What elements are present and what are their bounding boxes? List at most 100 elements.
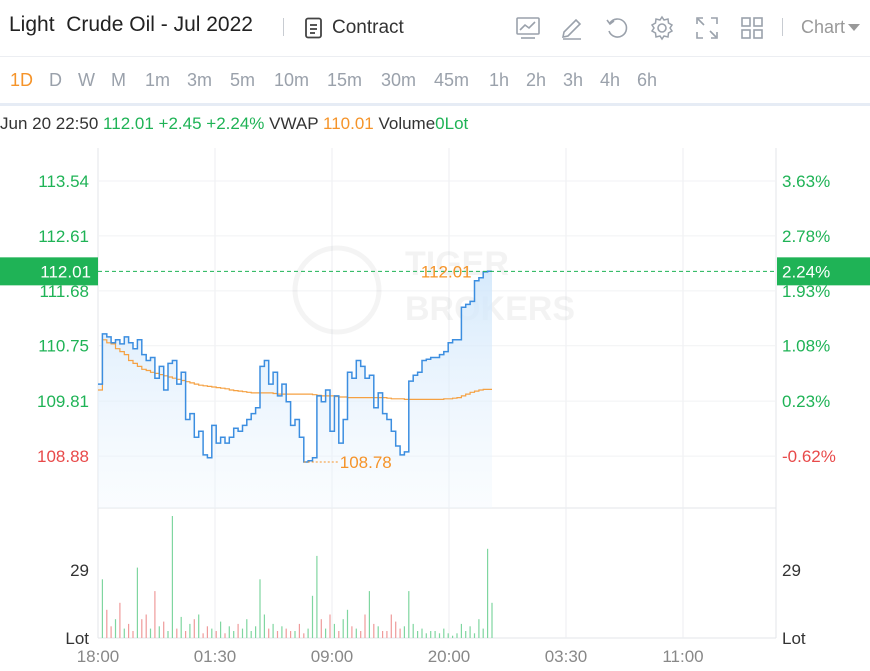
period-tab-3h[interactable]: 3h (563, 70, 584, 90)
volume-bar (206, 626, 208, 638)
volume-bar (395, 621, 397, 638)
volume-bar (377, 626, 379, 638)
current-pct-tag-label: 2.24% (782, 262, 830, 281)
volume-bar (180, 616, 182, 638)
volume-bar (132, 631, 134, 638)
quote-change: +2.45 (158, 114, 202, 133)
low-price-label: 108.78 (340, 453, 392, 472)
layout-grid-icon (741, 17, 763, 39)
volume-bar (491, 602, 493, 638)
volume-bar (123, 628, 125, 638)
quote-info-bar: Jun 20 22:50 112.01 +2.45 +2.24% VWAP 11… (0, 114, 468, 134)
volume-bar (189, 623, 191, 638)
y-pct-tick-label: 1.93% (782, 282, 830, 301)
volume-bar (333, 623, 335, 638)
quote-price: 112.01 (103, 114, 154, 133)
current-price-tag (0, 257, 98, 286)
period-tab-2h[interactable]: 2h (526, 70, 547, 90)
gear-icon (650, 15, 674, 41)
y-tick-label: 113.54 (38, 172, 89, 191)
volume-bar (482, 628, 484, 638)
volume-bar (430, 631, 432, 638)
volume-value: 0Lot (435, 114, 469, 133)
period-tab-4h[interactable]: 4h (600, 70, 621, 90)
chart-select[interactable]: Chart (801, 17, 861, 38)
y-tick-label: 111.68 (40, 282, 89, 301)
volume-bar (408, 591, 410, 638)
period-tab-3m[interactable]: 3m (187, 70, 213, 90)
volume-bar (158, 626, 160, 638)
volume-bar (311, 595, 314, 638)
volume-bar (443, 628, 445, 638)
volume-bar (399, 628, 401, 638)
contract-label: Contract (332, 17, 404, 38)
volume-bar (119, 602, 121, 638)
x-tick-label: 01:30 (194, 647, 237, 666)
y-pct-tick-label: 3.63% (782, 172, 830, 191)
period-tab-m[interactable]: M (111, 70, 126, 90)
settings-button[interactable] (649, 15, 675, 41)
y-pct-tick-label: 0.23% (782, 392, 830, 411)
volume-bar (246, 619, 248, 638)
layout-button[interactable] (739, 15, 765, 41)
volume-tick-label: 29 (782, 561, 801, 580)
volume-bar (360, 631, 362, 638)
x-tick-label: 09:00 (311, 647, 354, 666)
period-tab-6h[interactable]: 6h (637, 70, 658, 90)
fullscreen-icon (696, 17, 718, 39)
period-tab-1h[interactable]: 1h (489, 70, 510, 90)
volume-bar (224, 633, 226, 638)
period-tab-w[interactable]: W (78, 70, 95, 90)
x-tick-label: 20:00 (428, 647, 471, 666)
volume-bar (193, 619, 195, 638)
volume-bar (272, 623, 274, 638)
period-tab-10m[interactable]: 10m (274, 70, 310, 90)
volume-bar (250, 631, 252, 638)
volume-bar (154, 591, 156, 638)
volume-bar (114, 619, 117, 638)
period-tab-d[interactable]: D (49, 70, 62, 90)
volume-bar (307, 628, 309, 638)
y-tick-label: 108.88 (37, 447, 89, 466)
volume-bar (101, 579, 103, 638)
chart-type-button[interactable] (515, 15, 541, 41)
volume-bar (351, 626, 353, 638)
volume-bar (329, 614, 331, 638)
fullscreen-button[interactable] (694, 15, 720, 41)
volume-bar (294, 631, 296, 638)
volume-unit-label: Lot (782, 629, 806, 648)
volume-bar (281, 626, 283, 638)
period-tab-45m[interactable]: 45m (434, 70, 470, 90)
volume-bar (386, 631, 388, 638)
volume-bar (338, 631, 340, 638)
volume-bar (487, 548, 489, 638)
quote-change-pct: +2.24% (206, 114, 265, 133)
volume-bar (263, 614, 265, 638)
volume-bar (255, 626, 257, 638)
period-tab-1d[interactable]: 1D (10, 70, 34, 90)
contract-button[interactable]: Contract (304, 14, 404, 42)
instrument-title: Light Crude Oil - Jul 2022 (9, 13, 253, 36)
reset-button[interactable] (604, 15, 630, 41)
price-area-fill (98, 271, 492, 508)
period-tab-15m[interactable]: 15m (327, 70, 363, 90)
volume-bar (382, 631, 384, 638)
volume-bar (285, 628, 287, 638)
draw-button[interactable] (559, 15, 585, 41)
current-pct-tag (777, 257, 870, 286)
volume-bar (268, 628, 270, 638)
y-tick-label: 110.75 (38, 337, 89, 356)
period-tab-30m[interactable]: 30m (381, 70, 417, 90)
volume-bar (128, 623, 130, 638)
volume-bar (355, 628, 357, 638)
volume-bar (425, 633, 427, 638)
period-tab-1m[interactable]: 1m (145, 70, 171, 90)
volume-bar (303, 633, 305, 638)
volume-bar (106, 609, 108, 638)
volume-bar (259, 579, 261, 638)
chart-select-label: Chart (801, 17, 846, 37)
volume-bar (403, 626, 405, 638)
period-tab-5m[interactable]: 5m (230, 70, 256, 90)
y-tick-label: 112.61 (38, 227, 89, 246)
